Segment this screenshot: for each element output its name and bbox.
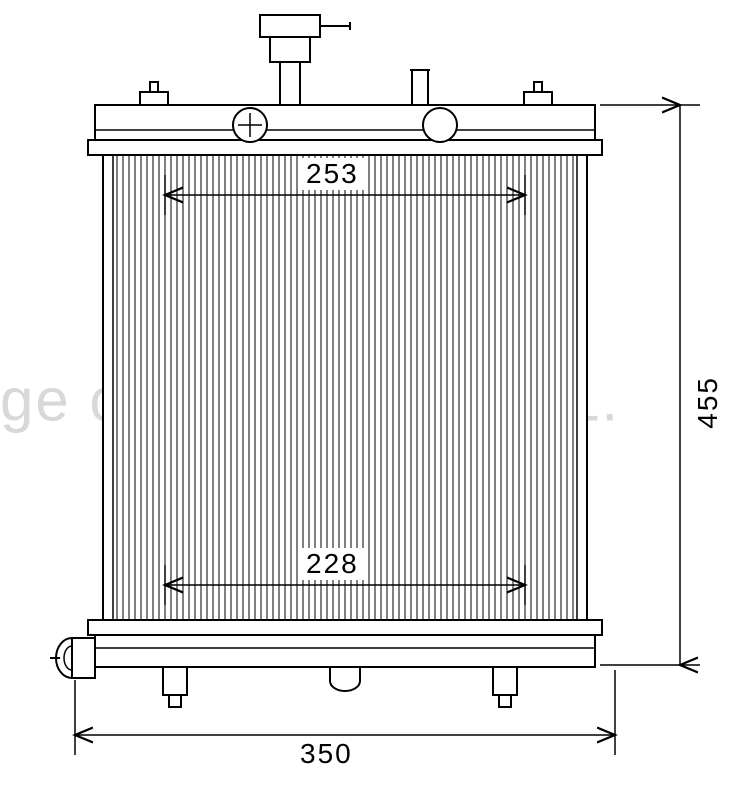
dim-label-455: 455: [692, 370, 724, 435]
bottom-tab: [330, 667, 360, 691]
bottom-foot-left: [163, 667, 187, 707]
bottom-tank: [88, 620, 602, 667]
top-bolt-left: [140, 82, 168, 105]
top-tank: [88, 105, 602, 155]
dim-height: [600, 105, 700, 665]
top-bolt-right: [524, 82, 552, 105]
top-port-right: [423, 108, 457, 142]
diagram-svg: [0, 0, 751, 800]
bottom-foot-right: [493, 667, 517, 707]
radiator-cap: [260, 15, 350, 105]
top-port-left: [233, 108, 267, 142]
outlet-pipe: [50, 638, 95, 678]
dim-label-350: 350: [300, 738, 353, 770]
dim-label-253: 253: [300, 158, 365, 190]
dim-label-228: 228: [300, 548, 365, 580]
inlet-pipe: [412, 70, 428, 105]
